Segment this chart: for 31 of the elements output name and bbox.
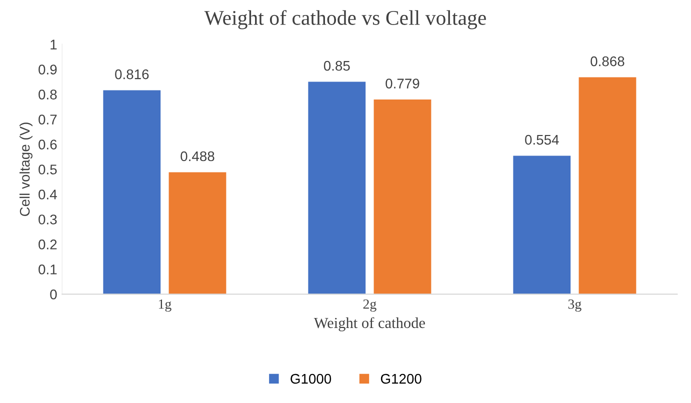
data-label: 0.779	[386, 78, 420, 88]
y-tick-label: 0.5	[38, 164, 57, 174]
bar	[308, 82, 366, 294]
y-tick-label: 0.2	[38, 240, 57, 250]
y-tick-label: 0.4	[38, 190, 57, 200]
y-tick-label: 0	[50, 290, 57, 300]
data-label: 0.554	[525, 134, 559, 145]
y-tick-label: 0.3	[38, 214, 57, 224]
data-label: 0.868	[590, 56, 624, 66]
x-tick-label: 2g	[363, 299, 376, 312]
data-label: 0.85	[324, 60, 350, 71]
x-tick-label: 1g	[158, 299, 172, 312]
y-tick-label: 0.1	[38, 264, 57, 274]
bar	[168, 172, 226, 294]
chart-title: Weight of cathode vs Cell voltage	[204, 10, 486, 30]
bar	[513, 156, 571, 294]
y-tick-label: 0.6	[38, 140, 57, 150]
data-label: 0.816	[115, 69, 149, 80]
y-tick-label: 0.8	[38, 90, 57, 100]
bar	[374, 100, 432, 294]
y-tick-label: 1	[50, 40, 57, 50]
data-label: 0.488	[180, 151, 214, 162]
x-tick-label: 3g	[568, 299, 582, 312]
y-axis-title: Cell voltage (V)	[20, 122, 32, 216]
bar	[578, 77, 636, 294]
legend-label: G1200	[380, 374, 422, 384]
bar	[103, 90, 161, 294]
x-axis-title: Weight of cathode	[314, 317, 425, 332]
y-tick-label: 0.7	[38, 114, 57, 124]
y-tick-label: 0.9	[38, 64, 57, 74]
legend-label: G1000	[290, 374, 332, 384]
